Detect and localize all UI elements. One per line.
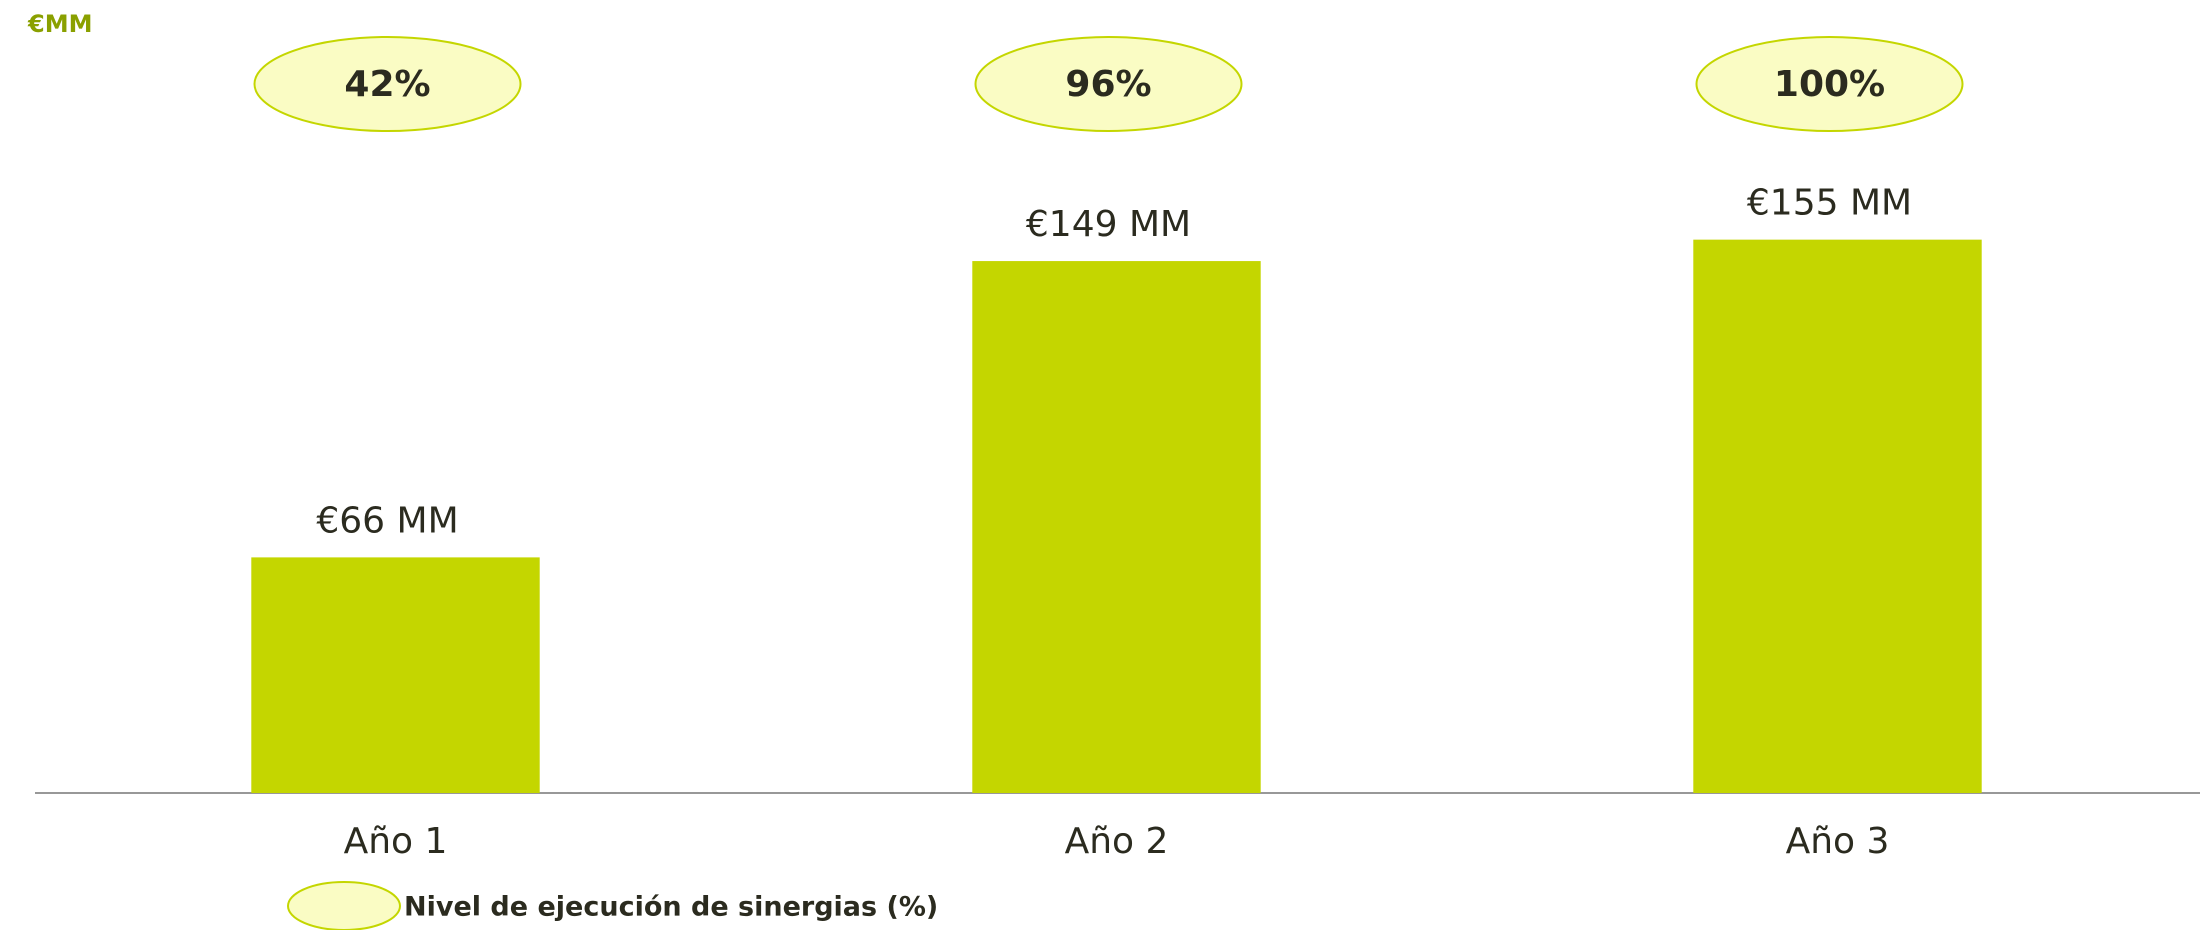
- bar: [1693, 239, 1982, 793]
- execution-label: 96%: [1065, 64, 1151, 105]
- y-axis-label: €MM: [27, 10, 92, 38]
- bar: [972, 261, 1261, 793]
- x-tick-label: Año 2: [1065, 821, 1169, 862]
- execution-bubble: [1695, 36, 1964, 132]
- bar: [251, 557, 540, 793]
- x-tick-label: Año 1: [344, 821, 448, 862]
- execution-bubble: [974, 36, 1243, 132]
- value-label: €66 MM: [316, 500, 458, 541]
- execution-label: 100%: [1774, 64, 1885, 105]
- legend-swatch: [287, 881, 401, 930]
- legend-label: Nivel de ejecución de sinergias (%): [404, 892, 938, 923]
- execution-bubble: [253, 36, 522, 132]
- x-tick-label: Año 3: [1786, 821, 1890, 862]
- execution-label: 42%: [344, 64, 430, 105]
- value-label: €155 MM: [1747, 183, 1912, 224]
- value-label: €149 MM: [1026, 204, 1191, 245]
